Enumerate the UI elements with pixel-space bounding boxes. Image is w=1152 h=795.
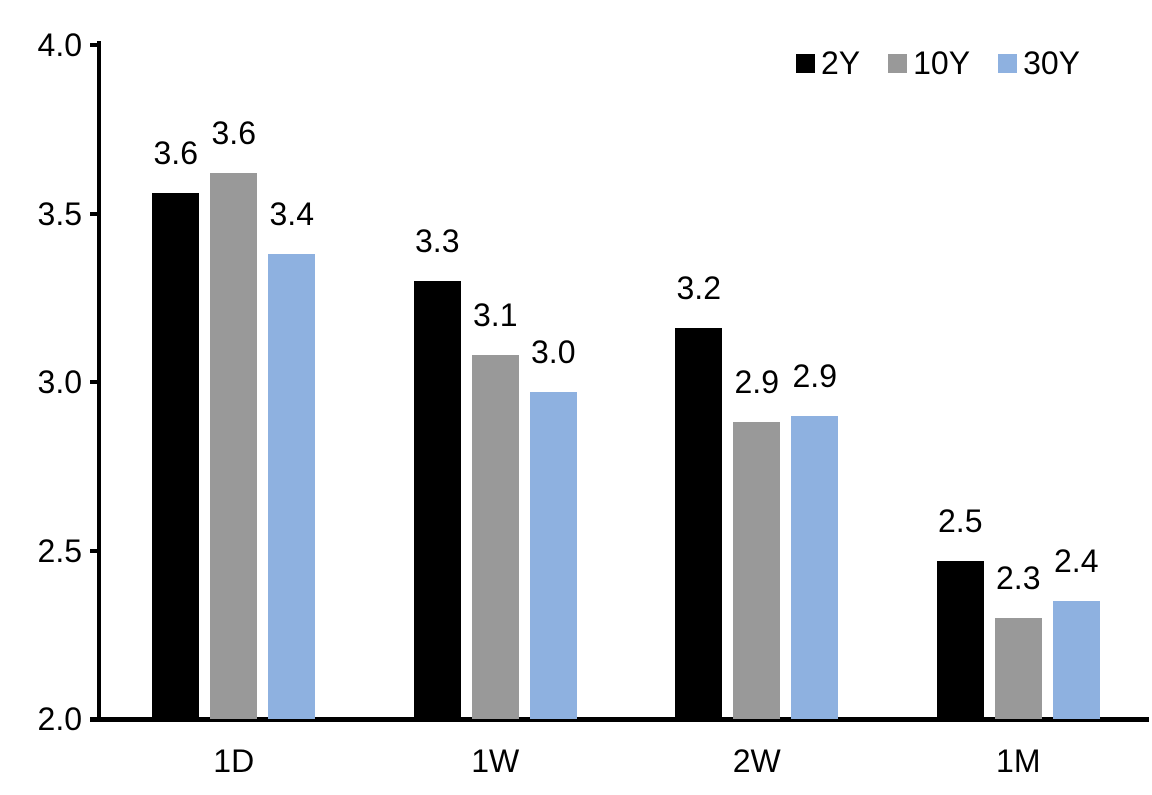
data-label-10Y-1M: 2.3 — [996, 559, 1041, 596]
legend-label-10Y: 10Y — [913, 45, 971, 81]
x-axis-label-1M: 1M — [996, 743, 1041, 779]
y-tick-label: 2.0 — [37, 701, 82, 737]
legend-item-2Y: 2Y — [795, 44, 861, 82]
data-label-30Y-1W: 3.0 — [531, 334, 576, 371]
bar-2Y-1D — [152, 193, 200, 719]
bar-10Y-1M — [994, 617, 1042, 719]
bar-2Y-1M — [936, 560, 984, 719]
legend-marker-10Y — [888, 53, 908, 73]
data-label-2Y-1W: 3.3 — [415, 222, 460, 259]
legend-label-2Y: 2Y — [820, 45, 861, 81]
y-tick-label: 3.5 — [37, 195, 82, 232]
y-tick-label: 4.0 — [37, 27, 82, 63]
y-tick-mark — [90, 211, 101, 216]
data-label-30Y-1M: 2.4 — [1054, 543, 1099, 580]
data-label-30Y-2W: 2.9 — [792, 357, 837, 394]
data-label-2Y-1M: 2.5 — [938, 502, 983, 539]
legend-marker-30Y — [998, 53, 1018, 73]
legend-marker-2Y — [795, 53, 815, 73]
y-tick-mark — [90, 43, 101, 47]
bar-10Y-1D — [210, 173, 258, 719]
x-axis-label-2W: 2W — [732, 743, 781, 779]
legend-item-10Y: 10Y — [888, 44, 970, 82]
data-label-2Y-1D: 3.6 — [153, 135, 198, 172]
bar-30Y-1D — [268, 253, 316, 719]
bar-10Y-2W — [733, 422, 781, 719]
data-label-2Y-2W: 3.2 — [676, 270, 721, 307]
x-axis-label-1W: 1W — [471, 743, 520, 779]
x-axis-label-1D: 1D — [213, 743, 255, 779]
data-label-10Y-1W: 3.1 — [473, 297, 518, 334]
bar-10Y-1W — [471, 355, 519, 719]
data-label-10Y-1D: 3.6 — [211, 115, 256, 152]
data-label-10Y-2W: 2.9 — [734, 364, 779, 401]
y-axis-line — [97, 41, 101, 722]
y-tick-mark — [90, 548, 101, 553]
bar-30Y-1M — [1052, 601, 1100, 719]
y-tick-mark — [90, 380, 101, 384]
legend-item-30Y: 30Y — [998, 44, 1080, 82]
bar-2Y-2W — [675, 328, 723, 719]
bar-2Y-1W — [413, 280, 461, 719]
y-tick-label: 3.0 — [37, 364, 82, 400]
legend-label-30Y: 30Y — [1023, 45, 1080, 81]
bar-30Y-1W — [529, 392, 577, 719]
x-axis-line — [90, 717, 1149, 722]
y-tick-label: 2.5 — [37, 532, 82, 569]
legend: 2Y 10Y 30Y — [795, 44, 1080, 82]
bar-30Y-2W — [791, 415, 839, 719]
data-label-30Y-1D: 3.4 — [269, 195, 314, 232]
